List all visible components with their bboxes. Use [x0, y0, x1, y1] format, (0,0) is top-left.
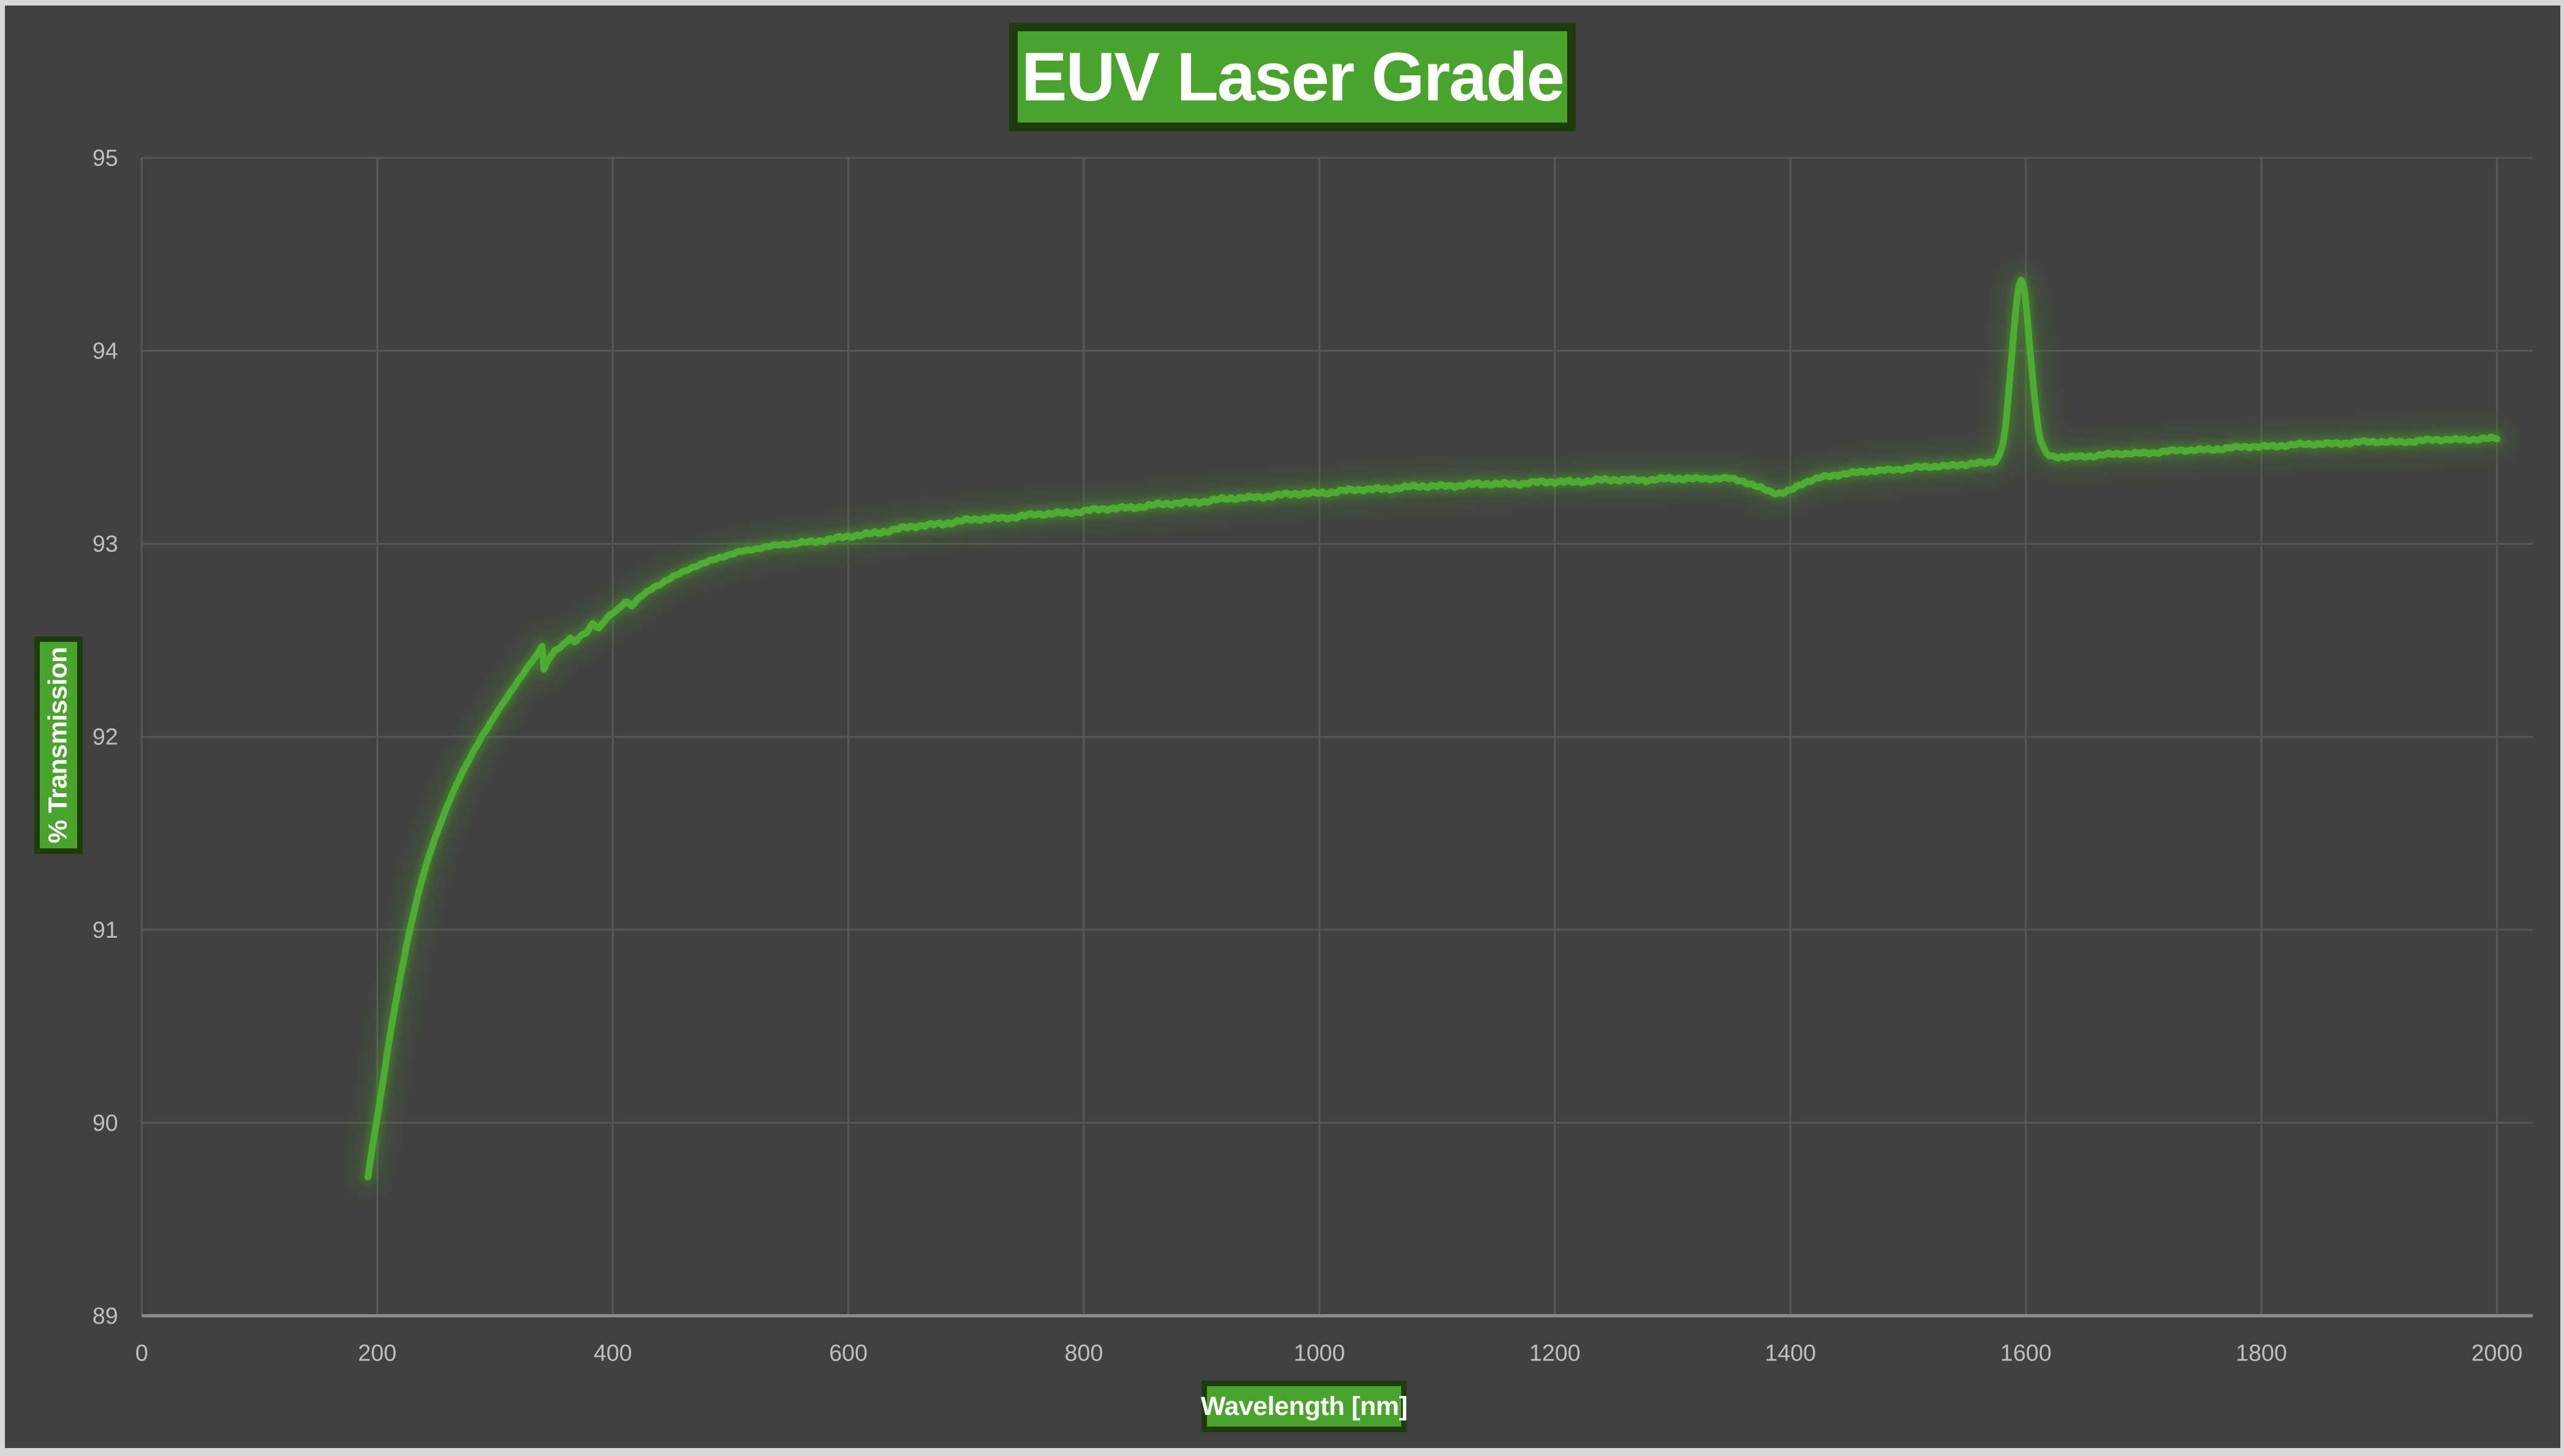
curve-glow-inner — [361, 274, 2503, 1183]
x-tick-label: 1600 — [2000, 1340, 2052, 1365]
curve-line — [364, 276, 2500, 1180]
x-tick-label: 1000 — [1294, 1340, 1345, 1365]
y-tick-label: 95 — [93, 145, 118, 171]
x-tick-label: 2000 — [2471, 1340, 2523, 1365]
y-tick-label: 94 — [93, 338, 118, 364]
curve-glow-outer — [354, 266, 2511, 1191]
y-tick-label: 93 — [93, 531, 118, 557]
x-tick-label: 1800 — [2236, 1340, 2287, 1365]
tick-labels: 0 200 400 600 800 1000 1200 1400 1600 1800 2000 89 9… — [93, 145, 2522, 1366]
x-tick-label: 200 — [358, 1340, 396, 1365]
x-tick-label: 800 — [1065, 1340, 1103, 1365]
x-axis-title-box: Wavelength [nm] — [1200, 1381, 1408, 1432]
x-tick-label: 0 — [135, 1340, 148, 1365]
y-axis-title: % Transmission — [43, 647, 73, 843]
y-tick-label: 91 — [93, 917, 118, 943]
y-axis-title-box: % Transmission — [34, 636, 83, 854]
x-tick-label: 600 — [829, 1340, 868, 1365]
y-tick-label: 90 — [93, 1110, 118, 1136]
y-tick-label: 89 — [93, 1303, 118, 1329]
x-tick-label: 1400 — [1764, 1340, 1816, 1365]
y-tick-label: 92 — [93, 724, 118, 750]
chart-background: 0 200 400 600 800 1000 1200 1400 1600 1800 2000 89 9… — [5, 6, 2560, 1448]
axis-lines — [140, 157, 2533, 1318]
plot-area: 0 200 400 600 800 1000 1200 1400 1600 1800 2000 89 9… — [93, 145, 2533, 1366]
chart-title: EUV Laser Grade — [1021, 39, 1565, 115]
gridlines — [142, 157, 2533, 1316]
x-tick-label: 400 — [594, 1340, 632, 1365]
chart-title-box: EUV Laser Grade — [1009, 23, 1576, 131]
x-tick-label: 1200 — [1529, 1340, 1581, 1365]
transmission-curve — [354, 266, 2511, 1191]
x-axis-title: Wavelength [nm] — [1200, 1391, 1408, 1421]
